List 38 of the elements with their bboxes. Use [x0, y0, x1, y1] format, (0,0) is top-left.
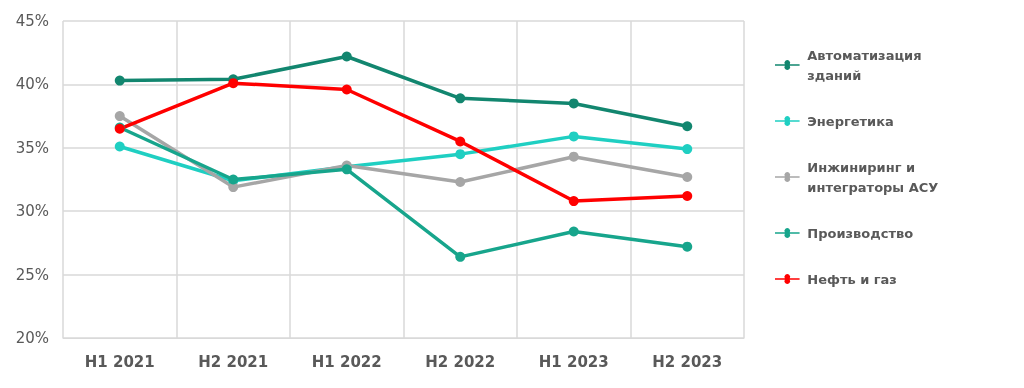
y-tick-label: 25% — [15, 265, 49, 284]
point — [455, 177, 466, 188]
point — [568, 98, 579, 109]
x-tick-label: H2 2023 — [652, 352, 723, 371]
x-tick-label: H1 2021 — [84, 352, 155, 371]
point — [455, 251, 466, 262]
y-tick-label: 35% — [15, 138, 49, 157]
point — [114, 75, 125, 86]
point — [568, 196, 579, 207]
y-tick-label: 40% — [15, 75, 49, 94]
point — [341, 51, 352, 62]
y-tick-label: 45% — [15, 12, 49, 30]
point — [682, 190, 693, 201]
legend-label: Производство — [807, 225, 914, 241]
point — [568, 131, 579, 142]
point — [114, 141, 125, 152]
point — [455, 93, 466, 104]
point — [568, 151, 579, 162]
point — [682, 144, 693, 155]
point — [455, 136, 466, 147]
point — [682, 121, 693, 132]
point — [455, 149, 466, 160]
point — [228, 78, 239, 89]
x-tick-label: H2 2022 — [425, 352, 496, 371]
y-tick-label: 30% — [15, 202, 49, 221]
x-tick-label: H1 2022 — [311, 352, 382, 371]
legend-label: Энергетика — [807, 113, 894, 129]
point — [682, 171, 693, 182]
point — [568, 226, 579, 237]
point — [114, 111, 125, 122]
point — [341, 84, 352, 95]
legend-label: Инжиниринг и интеграторы АСУ — [807, 159, 939, 195]
x-tick-label: H2 2021 — [198, 352, 269, 371]
y-tick-label: 20% — [15, 329, 49, 347]
legend-label: Нефть и газ — [807, 271, 897, 287]
x-tick-label: H1 2023 — [538, 352, 609, 371]
point — [682, 241, 693, 252]
legend-label: Автоматизация зданий — [807, 47, 927, 83]
